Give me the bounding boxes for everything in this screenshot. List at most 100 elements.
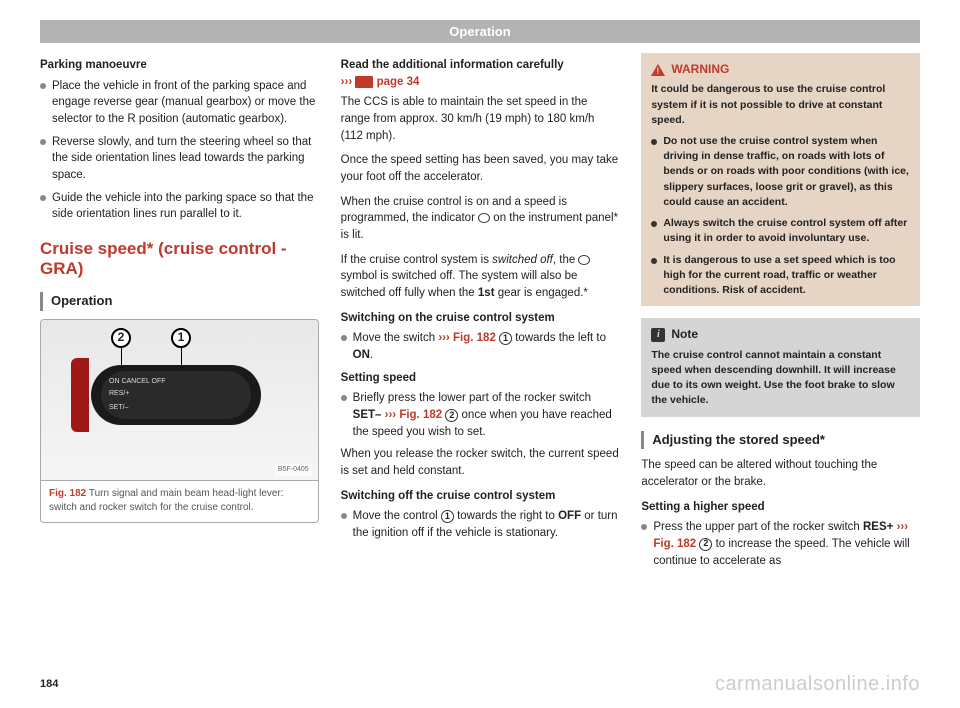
paragraph: When you release the rocker switch, the … (341, 446, 620, 479)
bullet-item: Move the control 1 towards the right to … (341, 508, 620, 541)
note-header: i Note (651, 326, 910, 343)
circled-2: 2 (699, 538, 712, 551)
bullet-dot-icon (40, 83, 46, 89)
book-icon (355, 76, 373, 88)
note-box: i Note The cruise control cannot maintai… (641, 318, 920, 416)
indicator-icon (578, 255, 590, 265)
bullet-dot-icon (341, 513, 347, 519)
header-bar: Operation (40, 20, 920, 43)
text-fragment: Press the upper part of the rocker switc… (653, 521, 863, 533)
text-bold: 1st (478, 287, 495, 299)
fig-ref: ››› Fig. 182 (438, 332, 496, 344)
warning-bullet: Always switch the cruise control system … (651, 216, 910, 246)
warning-bullet-text: Do not use the cruise control system whe… (663, 134, 910, 210)
note-label: Note (671, 326, 698, 343)
bullet-dot-icon (40, 139, 46, 145)
warning-text: It could be dangerous to use the cruise … (651, 82, 910, 128)
bullet-dot-icon (651, 139, 657, 145)
text-bold: It could be dangerous to use the cruise … (651, 83, 885, 125)
bullet-text: Press the upper part of the rocker switc… (653, 519, 920, 569)
text-bold: RES+ (863, 521, 893, 533)
circled-1: 1 (499, 332, 512, 345)
indicator-icon (478, 213, 490, 223)
text-fragment: towards the right to (454, 510, 558, 522)
text-bold: It is dangerous to use a set speed which… (663, 254, 895, 296)
paragraph: When the cruise control is on and a spee… (341, 194, 620, 244)
warning-bullet-text: It is dangerous to use a set speed which… (663, 253, 910, 299)
paragraph: Once the speed setting has been saved, y… (341, 152, 620, 185)
circled-1: 1 (441, 510, 454, 523)
column-1: Parking manoeuvre Place the vehicle in f… (40, 53, 319, 575)
heading-switch-on: Switching on the cruise control system (341, 310, 620, 327)
lever-body: ON CANCEL OFF RES/+ SET/– (91, 365, 261, 425)
callout-1: 1 (171, 328, 191, 348)
bullet-dot-icon (641, 524, 647, 530)
heading-higher-speed: Setting a higher speed (641, 499, 920, 516)
text-bold: Do not use the cruise control system whe… (663, 135, 909, 208)
column-3: WARNING It could be dangerous to use the… (641, 53, 920, 575)
figure-code: B5F-0405 (275, 464, 312, 476)
bullet-item: Place the vehicle in front of the parkin… (40, 78, 319, 128)
columns: Parking manoeuvre Place the vehicle in f… (40, 53, 920, 575)
lever-panel: ON CANCEL OFF RES/+ SET/– (101, 371, 251, 419)
column-2: Read the additional information carefull… (341, 53, 620, 575)
text-fragment: gear is engaged.* (495, 287, 588, 299)
watermark: carmanualsonline.info (715, 673, 920, 696)
page-ref: page 34 (377, 76, 420, 88)
bullet-text: Place the vehicle in front of the parkin… (52, 78, 319, 128)
arrows-ref: ››› (341, 76, 353, 88)
text-fragment: Move the switch (353, 332, 439, 344)
bullet-text: Move the switch ››› Fig. 182 1 towards t… (353, 330, 620, 363)
callout-line (181, 348, 182, 368)
bullet-text: Move the control 1 towards the right to … (353, 508, 620, 541)
bullet-item: Move the switch ››› Fig. 182 1 towards t… (341, 330, 620, 363)
text-bold: ON (353, 349, 370, 361)
text-fragment: towards the left to (512, 332, 606, 344)
bullet-dot-icon (341, 395, 347, 401)
text-fragment: , the (553, 254, 579, 266)
figure-illustration: ON CANCEL OFF RES/+ SET/– 1 2 B5F-0405 (41, 320, 318, 480)
bullet-text: Briefly press the lower part of the rock… (353, 390, 620, 440)
fig-ref: ››› Fig. 182 (381, 409, 442, 421)
figure-caption: Fig. 182 Turn signal and main beam head-… (41, 480, 318, 522)
text-fragment: . (370, 349, 373, 361)
text-bold: OFF (558, 510, 581, 522)
lever-red-endcap (71, 358, 89, 432)
warning-bullet: Do not use the cruise control system whe… (651, 134, 910, 210)
callout-line (121, 348, 122, 368)
warning-bullet: It is dangerous to use a set speed which… (651, 253, 910, 299)
warning-header: WARNING (651, 61, 910, 78)
heading-setting-speed: Setting speed (341, 370, 620, 387)
bullet-item: Briefly press the lower part of the rock… (341, 390, 620, 440)
heading-switch-off: Switching off the cruise control system (341, 488, 620, 505)
sub-heading-operation: Operation (40, 292, 319, 311)
heading-read-additional: Read the additional information carefull… (341, 57, 620, 90)
panel-res-label: RES/+ (109, 389, 243, 399)
sub-heading-adjust: Adjusting the stored speed* (641, 431, 920, 450)
page: Operation Parking manoeuvre Place the ve… (0, 0, 960, 708)
warning-bullet-text: Always switch the cruise control system … (663, 216, 910, 246)
heading-parking: Parking manoeuvre (40, 57, 319, 74)
text-bold: Always switch the cruise control system … (663, 217, 907, 244)
bullet-item: Guide the vehicle into the parking space… (40, 190, 319, 223)
text-bold: SET– (353, 409, 382, 421)
warning-box: WARNING It could be dangerous to use the… (641, 53, 920, 306)
section-title-cruise: Cruise speed* (cruise control - GRA) (40, 239, 319, 280)
circled-2: 2 (445, 409, 458, 422)
panel-top-labels: ON CANCEL OFF (109, 377, 243, 387)
note-text: The cruise control cannot maintain a con… (651, 348, 910, 409)
bullet-dot-icon (341, 335, 347, 341)
text-italic: switched off (492, 254, 553, 266)
text-fragment: Move the control (353, 510, 441, 522)
bullet-dot-icon (651, 221, 657, 227)
text-bold: The cruise control cannot maintain a con… (651, 349, 895, 407)
bullet-text: Guide the vehicle into the parking space… (52, 190, 319, 223)
bullet-dot-icon (40, 195, 46, 201)
bullet-item: Reverse slowly, and turn the steering wh… (40, 134, 319, 184)
warning-label: WARNING (671, 61, 729, 78)
figure-ref: Fig. 182 (49, 488, 86, 499)
bullet-text: Reverse slowly, and turn the steering wh… (52, 134, 319, 184)
panel-set-label: SET/– (109, 403, 128, 413)
heading-text: Read the additional information carefull… (341, 59, 564, 71)
warning-triangle-icon (651, 64, 665, 76)
